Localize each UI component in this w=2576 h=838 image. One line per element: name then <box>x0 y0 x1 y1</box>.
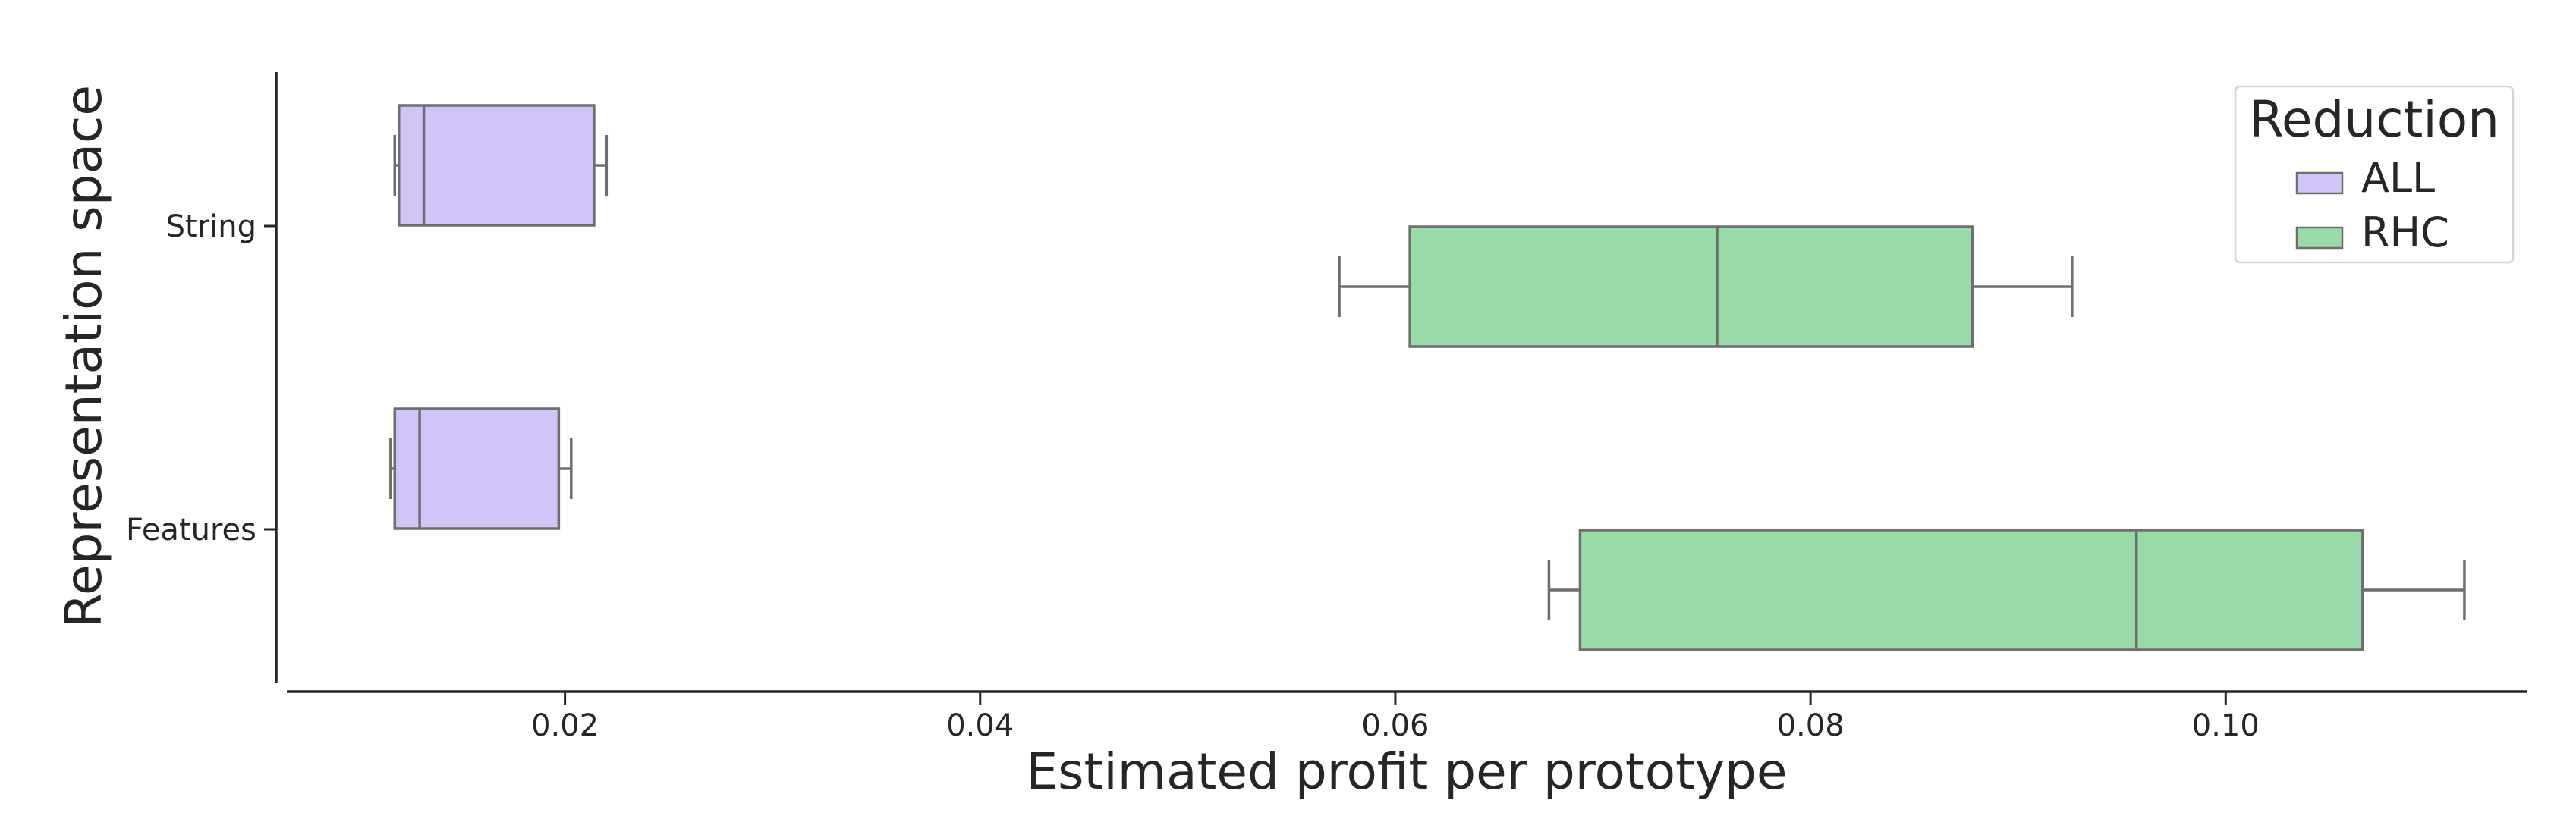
x-axis-label: Estimated profit per prototype <box>1026 742 1787 801</box>
legend-frame <box>2234 85 2515 264</box>
box-rhc-string <box>1338 225 2074 348</box>
x-tick-label: 0.08 <box>1777 708 1845 743</box>
legend-label-rhc: RHC <box>2361 209 2449 256</box>
x-tick-label: 0.04 <box>946 708 1014 743</box>
box-iqr <box>393 407 561 530</box>
legend-title: Reduction <box>2249 90 2499 149</box>
y-axis-label: Representation space <box>55 85 113 628</box>
x-ticks: 0.02 0.04 0.06 0.08 0.10 <box>531 692 2260 743</box>
x-tick-label: 0.10 <box>2192 708 2260 743</box>
box-iqr <box>1578 529 2364 651</box>
y-tick-label: String <box>166 209 256 244</box>
legend: Reduction ALL RHC <box>2234 85 2515 264</box>
box-iqr <box>1408 225 1974 348</box>
y-ticks: String Features <box>126 209 276 548</box>
boxes-layer <box>389 104 2466 651</box>
legend-label-all: ALL <box>2361 154 2435 202</box>
box-all-features <box>389 407 573 530</box>
x-tick-label: 0.02 <box>531 708 599 743</box>
box-iqr <box>397 104 596 227</box>
box-rhc-features <box>1547 529 2466 651</box>
box-all-string <box>393 104 609 227</box>
x-tick-label: 0.06 <box>1361 708 1429 743</box>
legend-swatch-all <box>2295 171 2344 195</box>
legend-swatch-rhc <box>2295 226 2344 250</box>
y-tick-label: Features <box>126 513 256 548</box>
